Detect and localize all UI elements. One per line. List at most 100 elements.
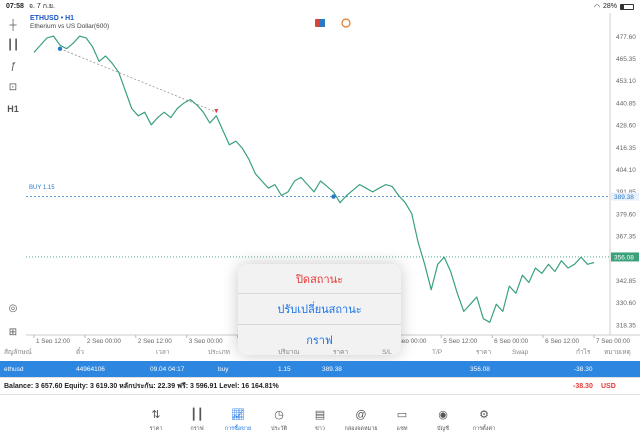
header-type: ประเภท xyxy=(208,349,230,356)
time-tick-label: 1 Sep 12:00 xyxy=(36,338,70,343)
price-line xyxy=(33,35,595,323)
header-volume: ปริมาณ xyxy=(278,349,300,356)
header-swap: Swap xyxy=(512,348,529,356)
news-icon: ▤ xyxy=(314,409,326,421)
position-volume: 1.15 xyxy=(278,365,291,373)
total-profit: -38.30 xyxy=(573,382,593,390)
quotes-icon: ⇅ xyxy=(151,409,161,421)
price-tick-label: 342.85 xyxy=(616,278,636,285)
buy-line-label: BUY 1.15 xyxy=(29,185,55,191)
balance-row: Balance: 3 657.60 Equity: 3 619.30 หลักป… xyxy=(0,377,640,395)
nav-chart[interactable]: ┃┃ กราฟ xyxy=(190,409,204,432)
wifi-icon: ◠ xyxy=(593,3,600,11)
position-symbol: ethusd xyxy=(4,365,24,373)
header-profit: กำไร xyxy=(576,349,591,356)
price-tick-label: 440.85 xyxy=(616,100,636,107)
price-tick-label: 330.60 xyxy=(616,300,636,307)
time-tick-label: 5 Sep 00:00 xyxy=(392,338,426,343)
price-tick-label: 477.60 xyxy=(616,34,636,41)
timeframe-icon[interactable]: H1 xyxy=(7,104,19,114)
mailbox-icon: @ xyxy=(355,409,367,421)
header-ticket: ตั๋ว xyxy=(76,349,84,356)
close-marker xyxy=(214,109,219,114)
one-click-buy-icon xyxy=(319,19,325,27)
one-click-icon[interactable]: ◎ xyxy=(8,302,18,314)
bottom-nav: ⇅ ราคา ┃┃ กราฟ 📈︎ การซื้อขาย ◷ ประวัติ ▤ ข่าว… xyxy=(0,400,640,447)
position-type: buy xyxy=(218,365,229,373)
price-tick-label: 416.35 xyxy=(616,145,636,152)
price-tick-label: 367.35 xyxy=(616,234,636,241)
objects-icon[interactable]: ⊡ xyxy=(8,81,18,93)
nav-trade[interactable]: 📈︎ การซื้อขาย xyxy=(224,409,252,432)
header-sl: S/L xyxy=(382,348,392,356)
chart-type-icon[interactable]: ┃┃ xyxy=(6,39,20,51)
price-tick-label: 453.10 xyxy=(616,78,636,85)
price-tick-label: 404.10 xyxy=(616,167,636,174)
nav-quotes[interactable]: ⇅ ราคา xyxy=(149,409,163,432)
header-time: เวลา xyxy=(156,349,170,356)
modify-position-button[interactable]: ปรับเปลี่ยนสถานะ xyxy=(238,294,401,325)
time-tick-label: 5 Sep 12:00 xyxy=(443,338,477,343)
time-tick-label: 2 Sep 00:00 xyxy=(87,338,121,343)
crosshair-icon[interactable]: ┼ xyxy=(9,19,17,31)
nav-chat[interactable]: ▭ แชท xyxy=(396,409,408,432)
position-current-price: 356.08 xyxy=(470,365,490,373)
status-bar: 07:58 จ. 7 ก.ย. ◠ 28% xyxy=(0,0,640,13)
price-tick-label: 465.35 xyxy=(616,56,636,63)
nav-account[interactable]: ◉ บัญชี xyxy=(437,409,449,432)
date: จ. 7 ก.ย. xyxy=(28,3,55,10)
position-row[interactable]: ethusd 44964106 09.04 04:17 buy 1.15 389… xyxy=(0,361,640,377)
chart-icon: ┃┃ xyxy=(190,409,204,421)
position-profit: -38.30 xyxy=(574,365,593,373)
header-symbol: สัญลักษณ์ xyxy=(4,349,32,356)
new-order-icon[interactable]: ⊞ xyxy=(8,326,18,338)
entry-marker xyxy=(57,46,63,51)
clock: 07:58 xyxy=(6,3,24,10)
current-price-tag-bg xyxy=(611,252,639,262)
time-tick-label: 6 Sep 12:00 xyxy=(545,338,579,343)
balance-summary: Balance: 3 657.60 Equity: 3 619.30 หลักป… xyxy=(4,382,279,390)
battery-icon xyxy=(620,3,634,10)
nav-settings[interactable]: ⚙ การตั้งค่า xyxy=(472,409,496,432)
chart-symbol: ETHUSD • H1 xyxy=(30,15,75,22)
buy-price-tag: 389.38 xyxy=(614,194,634,201)
chart-subtitle: Etherium vs US Dollar(600) xyxy=(30,23,110,30)
trade-icon: 📈︎ xyxy=(231,409,245,421)
header-price: ราคา xyxy=(333,349,349,356)
positions-table: สัญลักษณ์ ตั๋ว เวลา ประเภท ปริมาณ ราคา S… xyxy=(0,343,640,395)
chart-canvas: 477.60 465.35 453.10 440.85 428.60 416.35 404.… xyxy=(26,13,640,343)
nav-mailbox[interactable]: @ กล่องจดหมาย xyxy=(344,409,378,432)
nav-news[interactable]: ▤ ข่าว xyxy=(314,409,326,432)
account-icon: ◉ xyxy=(438,409,448,421)
chart-button[interactable]: กราฟ xyxy=(306,334,333,347)
buy-price-tag-bg xyxy=(611,192,639,201)
price-tick-label: 318.35 xyxy=(616,322,636,329)
position-ticket: 44964106 xyxy=(76,365,105,373)
chat-icon: ▭ xyxy=(396,409,408,421)
position-open-price: 389.38 xyxy=(322,365,342,373)
position-action-sheet: ปิดสถานะ ปรับเปลี่ยนสถานะ กราฟ xyxy=(238,264,401,355)
history-icon: ◷ xyxy=(274,409,284,421)
time-tick-label: 3 Sep 00:00 xyxy=(189,338,223,343)
chart-toolbar: ┼ ┃┃ ƒ ⊡ H1 ◎ ⊞ xyxy=(0,13,26,343)
header-tp: T/P xyxy=(432,348,443,356)
price-chart[interactable]: 477.60 465.35 453.10 440.85 428.60 416.35 404.… xyxy=(26,13,640,343)
currency: USD xyxy=(601,382,616,390)
close-position-button[interactable]: ปิดสถานะ xyxy=(238,264,401,295)
time-tick-label: 2 Sep 12:00 xyxy=(138,338,172,343)
battery-percent: 28% xyxy=(602,3,617,10)
position-time: 09.04 04:17 xyxy=(150,365,185,373)
nav-history[interactable]: ◷ ประวัติ xyxy=(270,409,288,432)
sync-icon xyxy=(341,18,351,28)
price-tick-label: 379.60 xyxy=(616,211,636,218)
time-tick-label: 7 Sep 00:00 xyxy=(596,338,630,343)
indicators-icon[interactable]: ƒ xyxy=(10,60,16,72)
header-comment: หมายเหตุ xyxy=(604,349,631,356)
header-current-price: ราคา xyxy=(476,349,492,356)
trade-connector xyxy=(59,48,217,113)
time-tick-label: 6 Sep 00:00 xyxy=(494,338,528,343)
settings-icon: ⚙ xyxy=(479,409,489,421)
price-tick-label: 428.60 xyxy=(616,123,636,130)
entry-marker-current xyxy=(331,194,336,199)
current-price-tag: 356.08 xyxy=(614,254,634,261)
